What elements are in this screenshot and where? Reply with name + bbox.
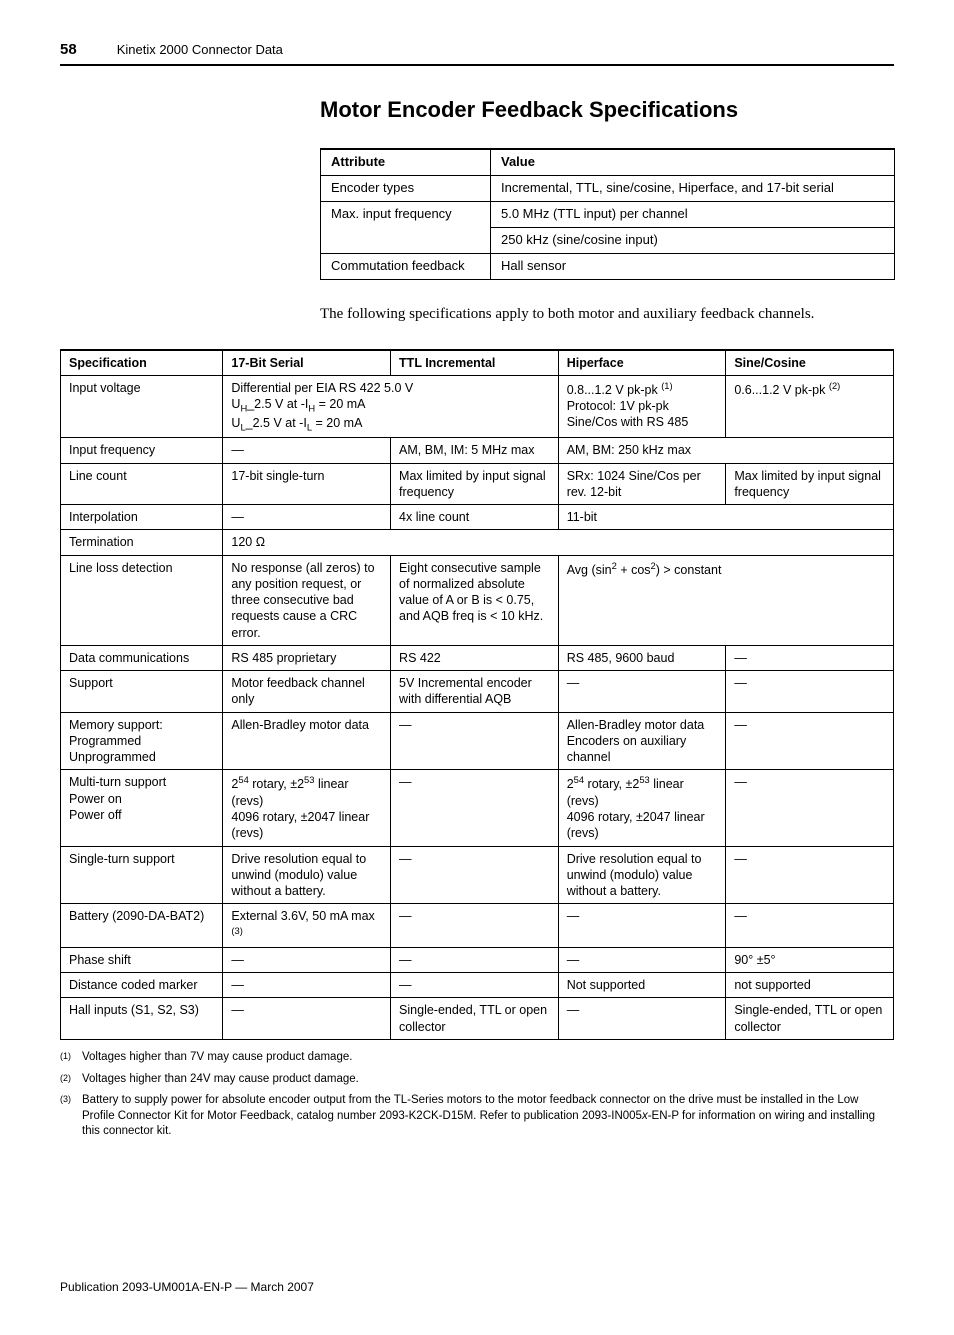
- td: Max limited by input signal frequency: [726, 463, 894, 505]
- td: Line loss detection: [61, 555, 223, 645]
- body-paragraph: The following specifications apply to bo…: [320, 304, 894, 325]
- td: Termination: [61, 530, 223, 555]
- th: Specification: [61, 350, 223, 376]
- td: Input frequency: [61, 438, 223, 463]
- td: —: [223, 973, 391, 998]
- td: —: [558, 998, 726, 1040]
- footnote-marker: (3): [60, 1093, 71, 1105]
- footnote-text: Voltages higher than 24V may cause produ…: [82, 1073, 359, 1085]
- td: Line count: [61, 463, 223, 505]
- td: —: [223, 505, 391, 530]
- td: AM, BM, IM: 5 MHz max: [391, 438, 559, 463]
- page-header: 58 Kinetix 2000 Connector Data: [60, 40, 894, 66]
- td: —: [726, 904, 894, 948]
- footnote-2: (2) Voltages higher than 24V may cause p…: [60, 1072, 894, 1088]
- td: RS 485 proprietary: [223, 645, 391, 670]
- td: —: [558, 947, 726, 972]
- table-cell: Max. input frequency: [321, 201, 491, 253]
- td: —: [391, 904, 559, 948]
- td: Single-ended, TTL or open collector: [726, 998, 894, 1040]
- footnote-marker: (1): [60, 1050, 71, 1062]
- td: —: [726, 770, 894, 846]
- td: Distance coded marker: [61, 973, 223, 998]
- td: Hall inputs (S1, S2, S3): [61, 998, 223, 1040]
- td: —: [223, 998, 391, 1040]
- attribute-table: Attribute Value Encoder types Incrementa…: [320, 148, 895, 279]
- td: Allen-Bradley motor data: [223, 712, 391, 770]
- td: 0.6...1.2 V pk-pk (2): [726, 375, 894, 438]
- td: Single-ended, TTL or open collector: [391, 998, 559, 1040]
- td: 254 rotary, ±253 linear (revs)4096 rotar…: [558, 770, 726, 846]
- td: 4x line count: [391, 505, 559, 530]
- td: Support: [61, 671, 223, 713]
- td: Allen-Bradley motor data Encoders on aux…: [558, 712, 726, 770]
- td: Differential per EIA RS 422 5.0 VUH_2.5 …: [223, 375, 558, 438]
- footnote-1: (1) Voltages higher than 7V may cause pr…: [60, 1050, 894, 1066]
- td: Motor feedback channel only: [223, 671, 391, 713]
- td: External 3.6V, 50 mA max (3): [223, 904, 391, 948]
- table-cell: Incremental, TTL, sine/cosine, Hiperface…: [491, 175, 895, 201]
- td: —: [726, 645, 894, 670]
- td: Drive resolution equal to unwind (modulo…: [558, 846, 726, 904]
- td: SRx: 1024 Sine/Cos per rev. 12-bit: [558, 463, 726, 505]
- section-title: Motor Encoder Feedback Specifications: [320, 96, 894, 125]
- td: —: [391, 846, 559, 904]
- td: 254 rotary, ±253 linear (revs)4096 rotar…: [223, 770, 391, 846]
- td: Data communications: [61, 645, 223, 670]
- td: AM, BM: 250 kHz max: [558, 438, 893, 463]
- th: Sine/Cosine: [726, 350, 894, 376]
- td: —: [558, 904, 726, 948]
- td: 11-bit: [558, 505, 893, 530]
- table-cell: Commutation feedback: [321, 253, 491, 279]
- td: Multi-turn supportPower onPower off: [61, 770, 223, 846]
- td: Memory support:ProgrammedUnprogrammed: [61, 712, 223, 770]
- td: Not supported: [558, 973, 726, 998]
- table-cell: 5.0 MHz (TTL input) per channel: [491, 201, 895, 227]
- td: —: [726, 671, 894, 713]
- td: —: [558, 671, 726, 713]
- td: Avg (sin2 + cos2) > constant: [558, 555, 893, 645]
- td: Phase shift: [61, 947, 223, 972]
- td: 120 Ω: [223, 530, 894, 555]
- table-cell: 250 kHz (sine/cosine input): [491, 227, 895, 253]
- header-title: Kinetix 2000 Connector Data: [117, 42, 283, 59]
- td: 90° ±5°: [726, 947, 894, 972]
- td: RS 422: [391, 645, 559, 670]
- table-cell: Hall sensor: [491, 253, 895, 279]
- td: No response (all zeros) to any position …: [223, 555, 391, 645]
- td: Max limited by input signal frequency: [391, 463, 559, 505]
- td: —: [726, 712, 894, 770]
- footnote-3: (3) Battery to supply power for absolute…: [60, 1093, 894, 1140]
- td: 17-bit single-turn: [223, 463, 391, 505]
- td: —: [391, 973, 559, 998]
- td: —: [391, 712, 559, 770]
- td: —: [223, 438, 391, 463]
- td: —: [391, 770, 559, 846]
- th-value: Value: [491, 149, 895, 175]
- table-cell: Encoder types: [321, 175, 491, 201]
- th: 17-Bit Serial: [223, 350, 391, 376]
- th-attribute: Attribute: [321, 149, 491, 175]
- td: Battery (2090-DA-BAT2): [61, 904, 223, 948]
- footnote-text: Voltages higher than 7V may cause produc…: [82, 1051, 352, 1063]
- th: Hiperface: [558, 350, 726, 376]
- spec-table: Specification 17-Bit Serial TTL Incremen…: [60, 349, 894, 1040]
- th: TTL Incremental: [391, 350, 559, 376]
- page-number: 58: [60, 40, 77, 60]
- td: —: [391, 947, 559, 972]
- footnote-marker: (2): [60, 1072, 71, 1084]
- td: RS 485, 9600 baud: [558, 645, 726, 670]
- td: —: [726, 846, 894, 904]
- footnote-text: Battery to supply power for absolute enc…: [82, 1094, 875, 1137]
- td: Eight consecutive sample of normalized a…: [391, 555, 559, 645]
- td: Single-turn support: [61, 846, 223, 904]
- publication-line: Publication 2093-UM001A-EN-P — March 200…: [60, 1280, 894, 1296]
- td: not supported: [726, 973, 894, 998]
- td: Input voltage: [61, 375, 223, 438]
- td: 0.8...1.2 V pk-pk (1)Protocol: 1V pk-pk …: [558, 375, 726, 438]
- td: —: [223, 947, 391, 972]
- td: Drive resolution equal to unwind (modulo…: [223, 846, 391, 904]
- td: Interpolation: [61, 505, 223, 530]
- td: 5V Incremental encoder with differential…: [391, 671, 559, 713]
